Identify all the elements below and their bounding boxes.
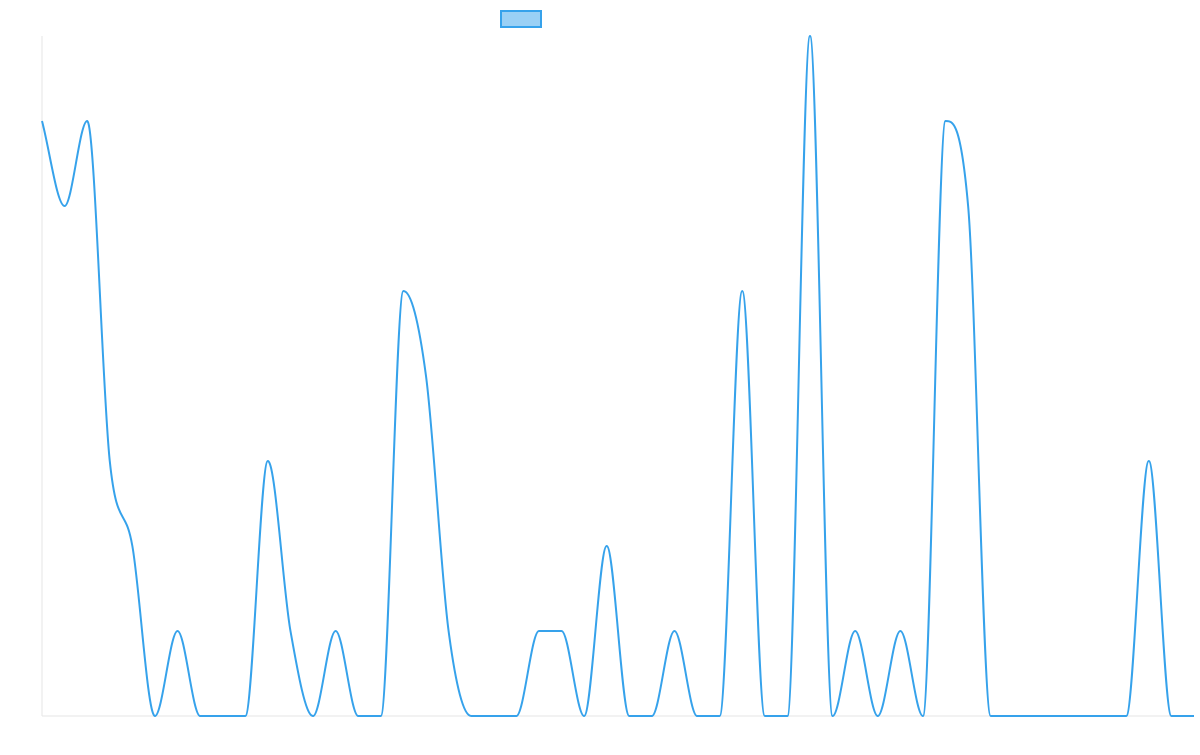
legend-swatch[interactable] [500, 10, 542, 28]
series-line-0[interactable] [41, 35, 1194, 717]
